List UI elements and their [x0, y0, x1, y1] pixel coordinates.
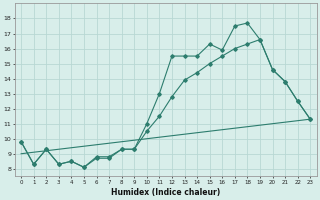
X-axis label: Humidex (Indice chaleur): Humidex (Indice chaleur): [111, 188, 220, 197]
